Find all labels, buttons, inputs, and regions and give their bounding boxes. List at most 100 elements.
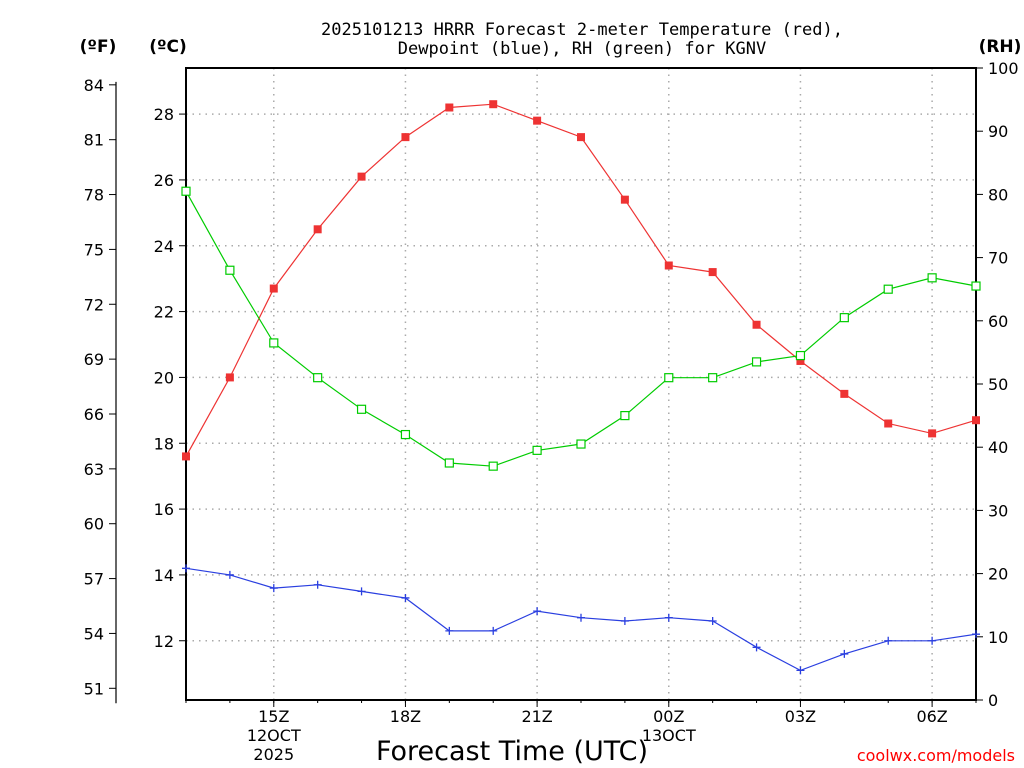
chart-title-line-1: 2025101213 HRRR Forecast 2-meter Tempera… — [321, 20, 843, 40]
rh-point — [971, 281, 981, 291]
fahrenheit-tick-label: 78 — [84, 186, 104, 205]
x-axis-title: Forecast Time (UTC) — [376, 736, 648, 767]
2-meter-temperature-point — [401, 133, 410, 142]
rh-point — [444, 458, 454, 468]
2-meter-temperature-point — [664, 261, 673, 270]
grid-lines — [186, 68, 976, 700]
celsius-tick-label: 20 — [154, 368, 174, 387]
2-meter-temperature-point — [928, 429, 937, 438]
rh-point — [532, 445, 542, 455]
fahrenheit-tick-label: 57 — [84, 570, 104, 589]
dewpoint-point — [620, 617, 629, 625]
rh-tick-label: 40 — [988, 438, 1008, 457]
axes: 12 14 16 18 20 22 24 26 28 51 54 57 60 63 66 69 72 75 78 81… — [84, 59, 1019, 764]
celsius-unit-label: (ºC) — [149, 37, 187, 57]
x-tick-label: 00Z — [653, 707, 684, 726]
dewpoint-point — [269, 584, 278, 593]
rh-tick-label: 60 — [988, 312, 1008, 331]
fahrenheit-unit-label: (ºF) — [80, 37, 117, 57]
rh-point — [883, 284, 893, 294]
dewpoint-point — [313, 580, 322, 589]
celsius-tick-label: 24 — [154, 237, 174, 256]
2-meter-temperature-point — [620, 195, 629, 204]
2-meter-temperature-point — [884, 419, 893, 428]
2-meter-temperature-point — [269, 284, 278, 293]
dewpoint-point — [928, 636, 937, 645]
rh-tick-label: 70 — [988, 249, 1008, 268]
2-meter-temperature-point — [840, 389, 849, 398]
credit-text: coolwx.com/models — [857, 746, 1015, 765]
dewpoint-point — [708, 617, 717, 625]
fahrenheit-tick-label: 72 — [84, 295, 104, 314]
rh-unit-label: (RH) — [979, 37, 1022, 57]
rh-point — [839, 313, 849, 323]
2-meter-temperature-point — [313, 225, 322, 234]
2-meter-temperature-point — [445, 103, 454, 112]
x-tick-date-label: 13OCT — [642, 726, 696, 745]
2-meter-temperature-point — [577, 133, 585, 142]
dewpoint-point — [533, 607, 542, 616]
dewpoint-point — [884, 636, 893, 645]
2-meter-temperature-point — [533, 116, 542, 125]
rh-point — [181, 186, 191, 196]
2-meter-temperature-point — [357, 172, 366, 181]
rh-tick-label: 90 — [988, 122, 1008, 141]
x-tick-date-label: 12OCT — [247, 726, 301, 745]
celsius-tick-label: 16 — [154, 500, 174, 519]
rh-point — [620, 411, 630, 421]
2-meter-temperature-point — [489, 100, 498, 109]
dewpoint-point — [840, 649, 849, 658]
x-tick-label: 03Z — [785, 707, 816, 726]
fahrenheit-tick-label: 69 — [84, 350, 104, 369]
rh-point — [356, 404, 367, 414]
dewpoint-point — [225, 570, 234, 579]
x-tick-label: 21Z — [521, 707, 552, 726]
fahrenheit-tick-label: 84 — [84, 76, 104, 95]
plot-frame — [185, 67, 977, 701]
rh-tick-label: 20 — [988, 565, 1008, 584]
rh-line — [185, 190, 977, 467]
2-meter-temperature-point — [225, 373, 234, 382]
fahrenheit-tick-label: 60 — [84, 515, 104, 534]
fahrenheit-tick-label: 54 — [84, 624, 104, 643]
rh-point — [795, 350, 806, 361]
2-meter-temperature-point — [972, 416, 980, 425]
fahrenheit-tick-label: 81 — [84, 131, 104, 150]
dewpoint-point — [972, 630, 980, 639]
fahrenheit-tick-label: 75 — [84, 240, 104, 259]
fahrenheit-tick-label: 51 — [84, 679, 104, 698]
celsius-tick-label: 26 — [154, 171, 174, 190]
2-meter-temperature-line — [185, 103, 977, 457]
dewpoint-point — [445, 626, 454, 635]
celsius-tick-label: 18 — [154, 434, 174, 453]
x-tick-date-label: 2025 — [253, 745, 294, 764]
dewpoint-point — [577, 613, 585, 622]
rh-point — [488, 461, 498, 471]
dewpoint-point — [401, 593, 410, 602]
2-meter-temperature-point — [752, 320, 761, 329]
x-tick-label: 06Z — [916, 707, 947, 726]
rh-tick-label: 100 — [988, 59, 1019, 78]
2-meter-temperature-point — [182, 452, 190, 461]
rh-point — [708, 373, 718, 383]
celsius-tick-label: 14 — [154, 566, 174, 585]
rh-tick-label: 10 — [988, 628, 1008, 647]
rh-point — [400, 429, 411, 440]
dewpoint-point — [752, 643, 761, 652]
celsius-tick-label: 22 — [154, 303, 174, 322]
rh-tick-label: 0 — [988, 691, 998, 710]
x-tick-label: 15Z — [258, 707, 289, 726]
rh-point — [664, 373, 674, 383]
rh-point — [313, 373, 323, 383]
rh-point — [269, 338, 279, 348]
rh-point — [751, 357, 762, 367]
celsius-tick-label: 12 — [154, 632, 174, 651]
dewpoint-point — [796, 666, 805, 675]
fahrenheit-tick-label: 66 — [84, 405, 104, 424]
rh-point — [927, 273, 937, 283]
rh-point — [225, 265, 235, 275]
chart-title-line-2: Dewpoint (blue), RH (green) for KGNV — [398, 39, 766, 59]
2-meter-temperature-point — [708, 268, 717, 277]
celsius-tick-label: 28 — [154, 105, 174, 124]
